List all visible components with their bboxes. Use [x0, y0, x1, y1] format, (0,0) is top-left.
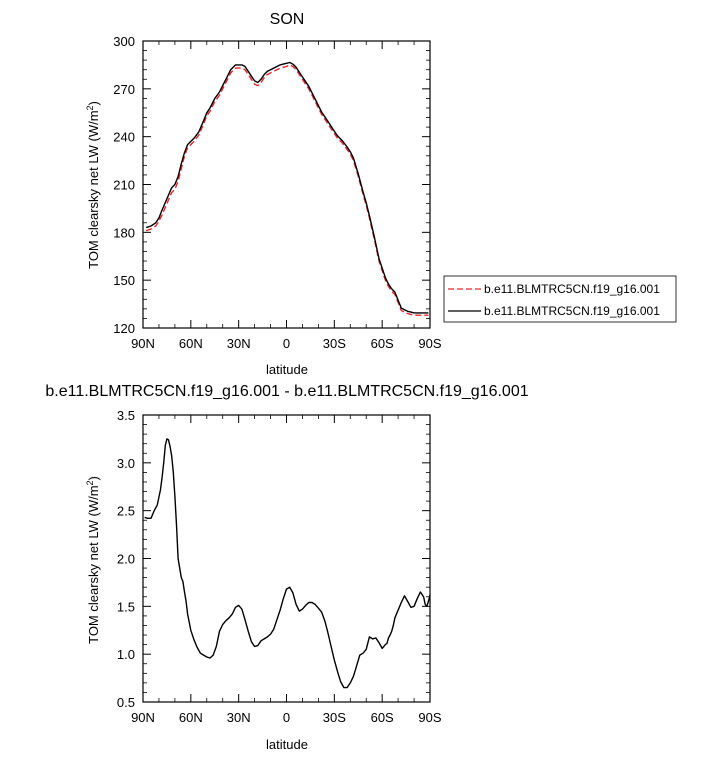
- x-tick-label: 90N: [131, 336, 155, 351]
- y-tick-label: 240: [113, 130, 135, 145]
- x-tick-label: 60N: [179, 710, 203, 725]
- series-line-2: [145, 61, 429, 314]
- x-tick-label: 30S: [323, 710, 346, 725]
- x-tick-label: 60S: [371, 710, 394, 725]
- x-tick-label: 30N: [227, 710, 251, 725]
- y-tick-label: 150: [113, 273, 135, 288]
- top-x-axis-title: latitude: [266, 362, 308, 377]
- x-tick-label: 90N: [131, 710, 155, 725]
- y-tick-label: 1.0: [117, 647, 135, 662]
- legend-box: [443, 275, 677, 323]
- top-panel: SON 90N 60N 30N 0 30S 60S 90S 120 150 180 210 240 27…: [85, 11, 677, 377]
- top-plot-title: SON: [270, 11, 305, 28]
- y-tick-label: 120: [113, 321, 135, 336]
- y-tick-label: 1.5: [117, 599, 135, 614]
- plot-frame: [142, 414, 431, 703]
- x-tick-label: 0: [283, 710, 290, 725]
- x-tick-label: 30N: [227, 336, 251, 351]
- x-tick-label: 60S: [371, 336, 394, 351]
- bottom-x-axis-title: latitude: [266, 737, 308, 752]
- bottom-plot-title: b.e11.BLMTRC5CN.f19_g16.001 - b.e11.BLMT…: [45, 383, 528, 400]
- x-tick-label: 0: [283, 336, 290, 351]
- y-tick-label: 3.5: [117, 408, 135, 423]
- top-y-axis-title: TOM clearsky net LW (W/m2): [85, 101, 101, 269]
- legend-label-series-2: b.e11.BLMTRC5CN.f19_g16.001: [484, 304, 660, 318]
- y-tick-label: 210: [113, 178, 135, 193]
- y-tick-label: 270: [113, 82, 135, 97]
- legend: b.e11.BLMTRC5CN.f19_g16.001 b.e11.BLMTRC…: [443, 275, 677, 323]
- legend-label-series-1: b.e11.BLMTRC5CN.f19_g16.001: [484, 282, 660, 296]
- x-tick-label: 60N: [179, 336, 203, 351]
- y-tick-label: 2.5: [117, 504, 135, 519]
- series-line-1: [144, 438, 431, 689]
- y-tick-label: 0.5: [117, 695, 135, 710]
- y-tick-label: 3.0: [117, 456, 135, 471]
- y-tick-label: 300: [113, 34, 135, 49]
- top-plot-area: 90N 60N 30N 0 30S 60S 90S 120 150 180 210 240 270 300: [113, 34, 442, 351]
- x-tick-label: 90S: [418, 336, 441, 351]
- bottom-plot-area: 90N 60N 30N 0 30S 60S 90S 0.5 1.0 1.5 2.0 2.5 3.0 3.5: [117, 408, 442, 725]
- x-tick-label: 30S: [323, 336, 346, 351]
- bottom-y-axis-title: TOM clearsky net LW (W/m2): [85, 476, 101, 644]
- y-tick-label: 180: [113, 225, 135, 240]
- y-tick-label: 2.0: [117, 552, 135, 567]
- x-tick-label: 90S: [418, 710, 441, 725]
- plot-frame: [142, 40, 431, 329]
- bottom-panel: b.e11.BLMTRC5CN.f19_g16.001 - b.e11.BLMT…: [45, 383, 528, 752]
- series-line-1: [145, 64, 429, 316]
